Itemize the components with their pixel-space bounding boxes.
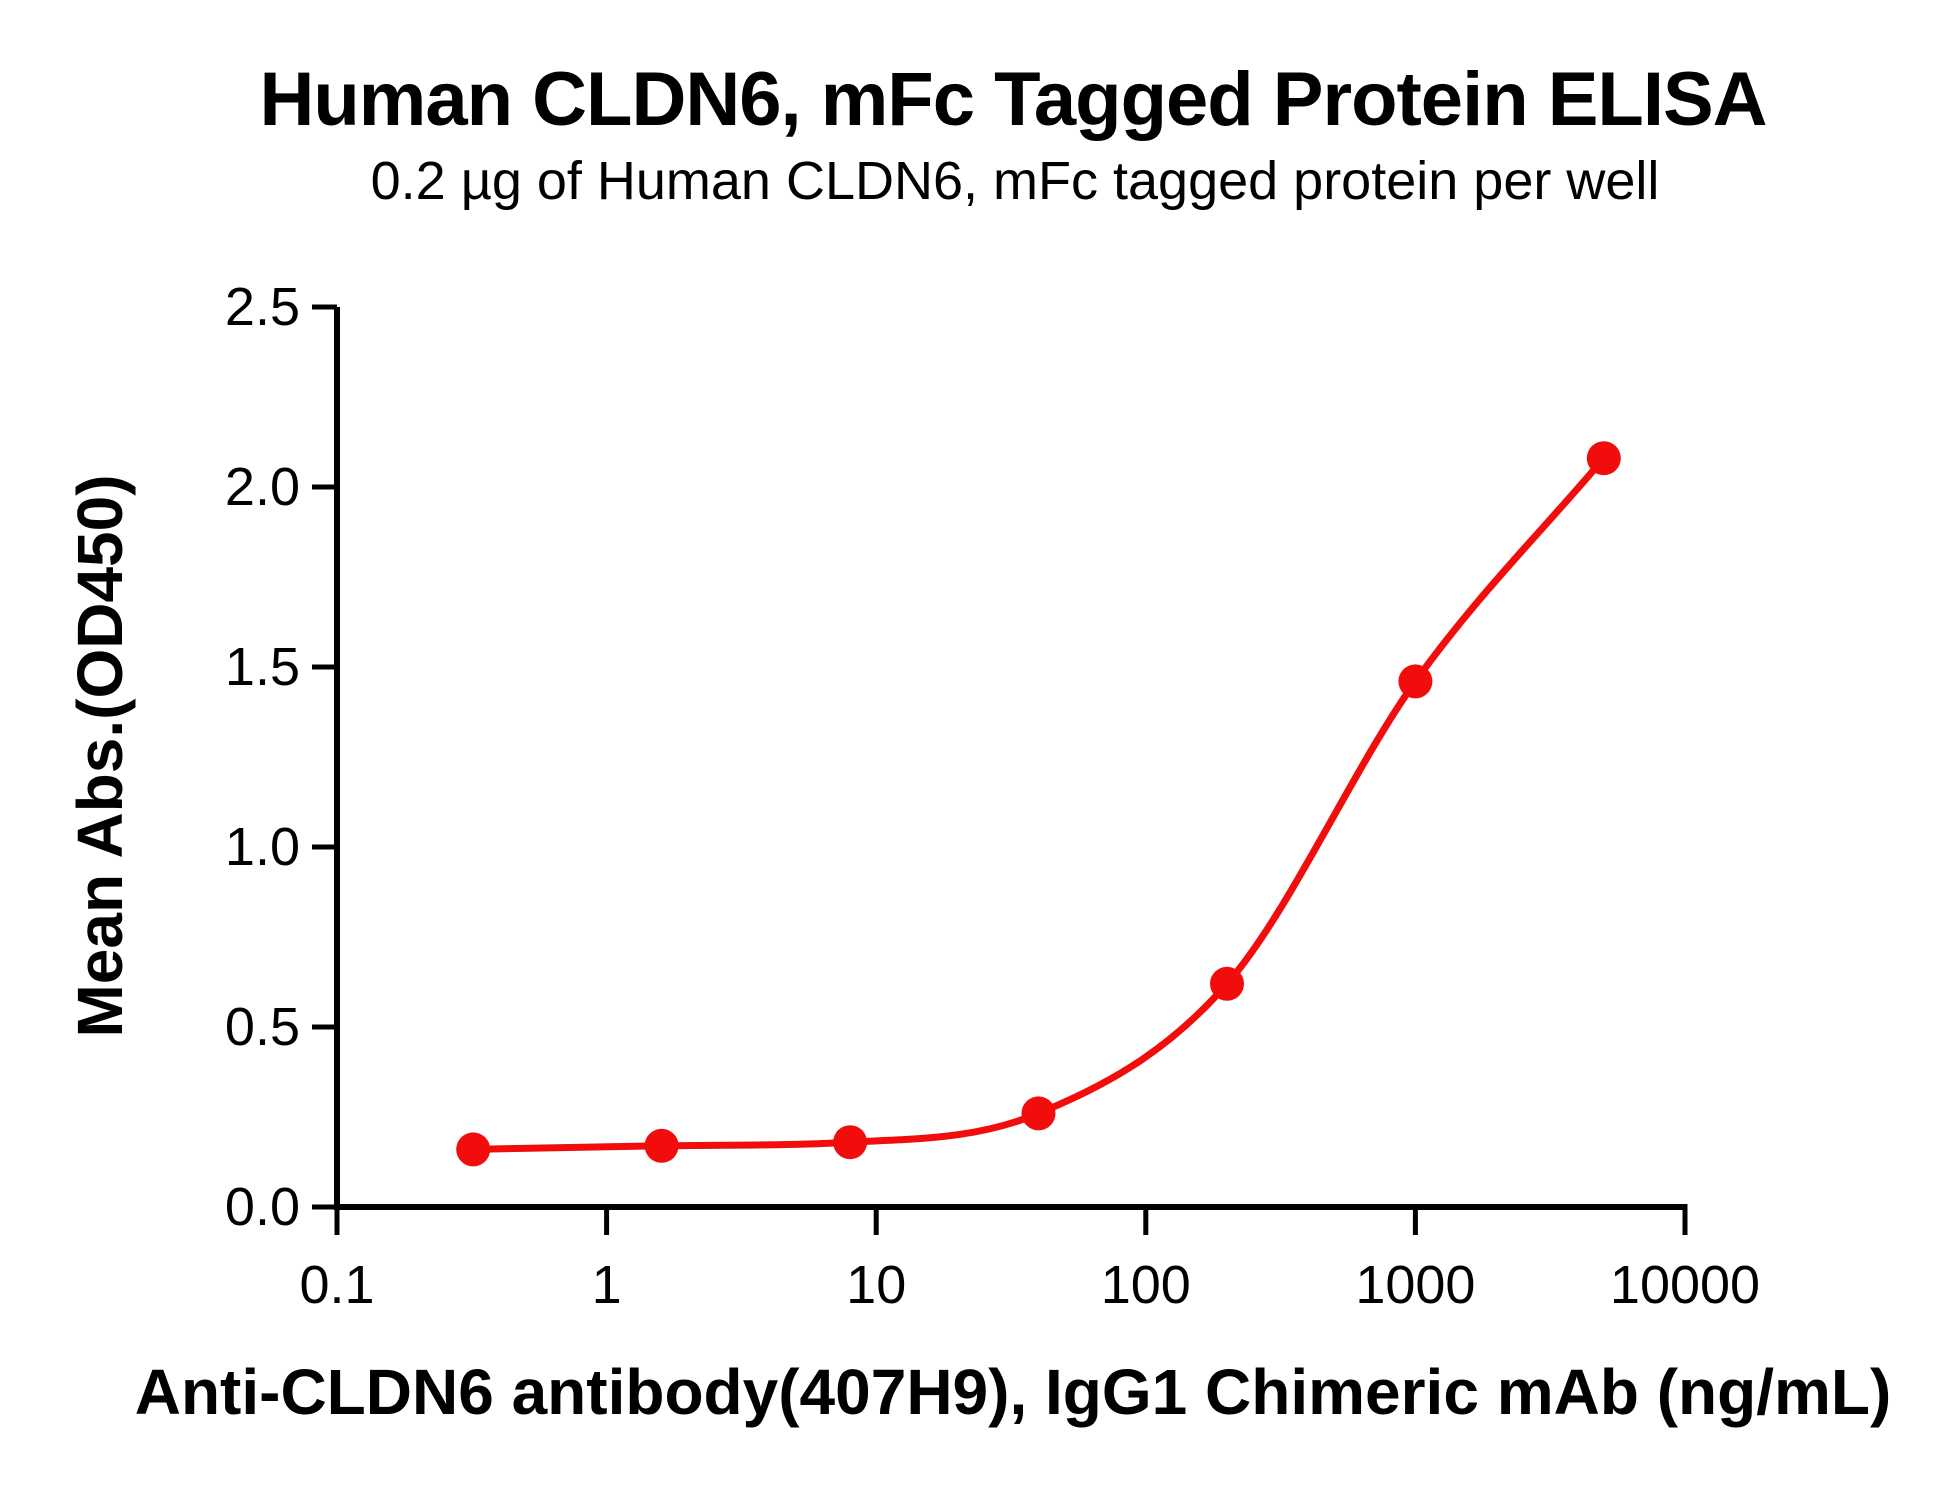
chart-title: Human CLDN6, mFc Tagged Protein ELISA	[259, 57, 1767, 142]
x-tick-label: 100	[1101, 1255, 1191, 1315]
x-tick-label: 1	[592, 1255, 622, 1315]
y-tick-label: 0.0	[225, 1177, 300, 1237]
y-tick-label: 2.0	[225, 457, 300, 517]
data-point	[456, 1132, 491, 1167]
data-point	[1021, 1096, 1056, 1131]
y-tick-label: 2.5	[225, 277, 300, 337]
x-tick-label: 10000	[1610, 1255, 1760, 1315]
x-tick-label: 0.1	[299, 1255, 374, 1315]
chart-subtitle: 0.2 µg of Human CLDN6, mFc tagged protei…	[370, 151, 1660, 211]
y-tick-label: 1.5	[225, 637, 300, 697]
x-axis-title: Anti-CLDN6 antibody(407H9), IgG1 Chimeri…	[134, 1356, 1892, 1428]
data-point	[833, 1125, 868, 1160]
y-tick-label: 0.5	[225, 997, 300, 1057]
y-tick-label: 1.0	[225, 817, 300, 877]
x-tick-label: 1000	[1355, 1255, 1475, 1315]
data-point	[1210, 966, 1244, 1001]
data-point	[1398, 664, 1433, 699]
data-point	[1586, 441, 1621, 476]
dose-response-curve	[469, 454, 1608, 1153]
data-point	[644, 1128, 679, 1163]
x-tick-label: 10	[846, 1255, 906, 1315]
